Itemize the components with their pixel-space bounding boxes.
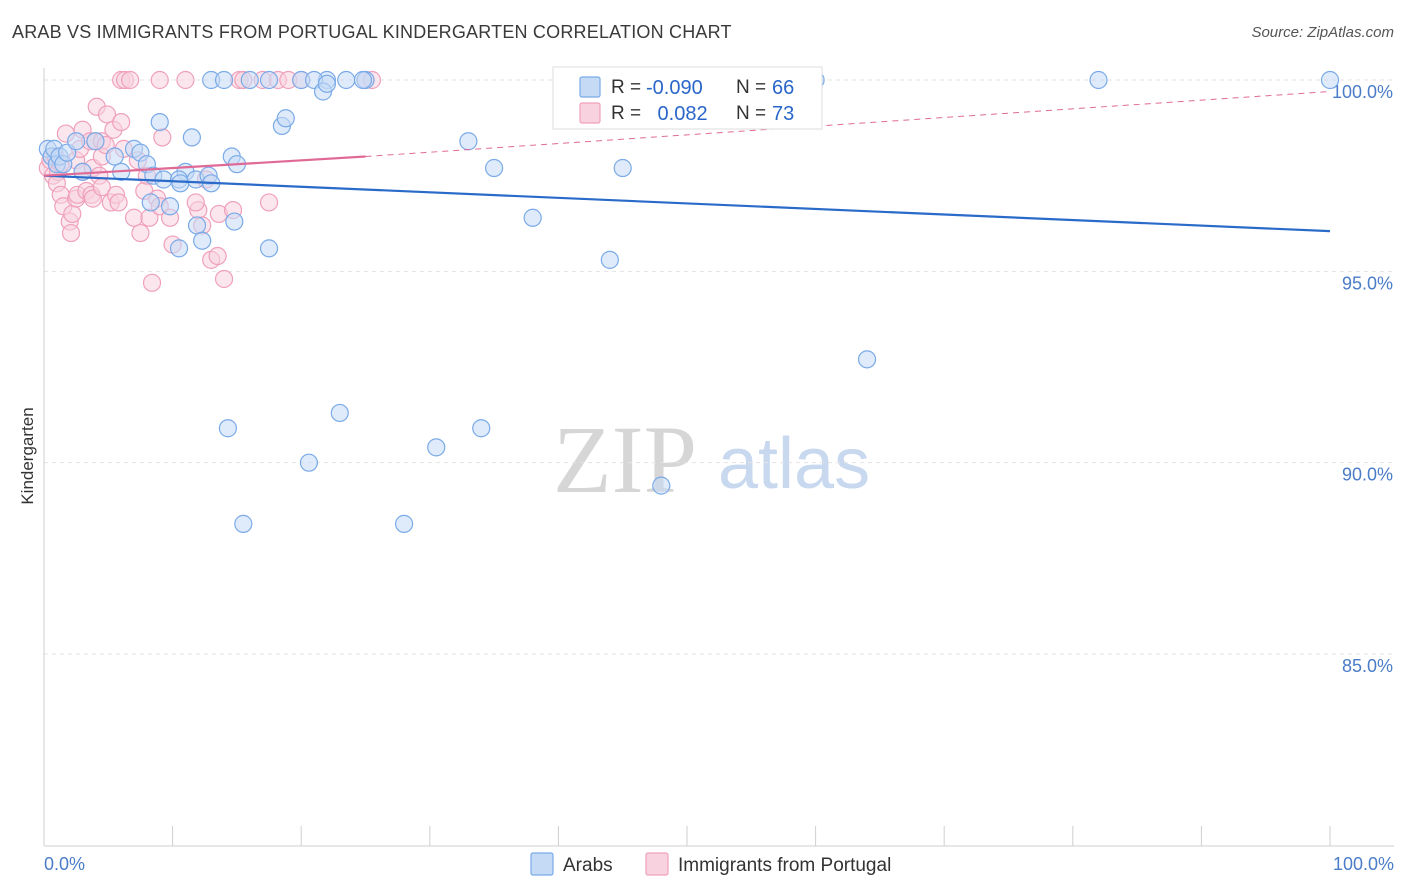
- bottom-legend-swatch-arabs: [530, 852, 554, 876]
- legend-swatch-arabs: [579, 76, 601, 98]
- legend-box: R = -0.090 N = 66 R = 0.082 N = 73: [552, 66, 823, 130]
- bottom-legend-label-portugal: Immigrants from Portugal: [678, 855, 891, 876]
- arabs-point-9: [86, 132, 105, 151]
- arabs-point-55: [472, 419, 491, 438]
- legend-r-value-portugal: 0.082: [652, 103, 708, 125]
- arabs-point-38: [276, 109, 295, 128]
- arabs-point-47: [259, 239, 279, 258]
- portugal-point-54: [176, 70, 195, 90]
- arabs-point-20: [169, 239, 189, 258]
- legend-swatch-portugal: [579, 102, 601, 124]
- legend-n-label-portugal: N =: [736, 103, 766, 124]
- arabs-point-16: [141, 193, 160, 212]
- portugal-point-51: [150, 70, 169, 90]
- source-label: Source: ZipAtlas.com: [1251, 24, 1394, 41]
- legend-n-value-arabs: 66: [772, 77, 794, 99]
- arabs-point-34: [214, 70, 234, 90]
- arabs-point-53: [427, 438, 446, 457]
- portugal-point-12: [63, 204, 82, 224]
- trend-lines: [43, 90, 1331, 233]
- arabs-point-65: [1320, 70, 1340, 90]
- portugal-point-41: [124, 208, 144, 227]
- arabs-point-43: [317, 74, 337, 93]
- y-axis-title: Kindergarten: [18, 407, 37, 504]
- legend-n-label-arabs: N =: [736, 77, 766, 98]
- arabs-point-58: [600, 250, 619, 269]
- arabs-point-49: [234, 514, 253, 533]
- legend-r-label-arabs: R =: [611, 77, 641, 98]
- arabs-point-27: [193, 231, 212, 250]
- x-tick-label-min: 0.0%: [44, 854, 85, 874]
- arabs-point-26: [187, 216, 207, 235]
- arabs-point-32: [225, 212, 244, 231]
- portugal-point-31: [97, 105, 117, 124]
- x-tick-label-max: 100.0%: [1333, 854, 1394, 874]
- portugal-point-47: [142, 273, 162, 292]
- portugal-point-35: [109, 193, 128, 212]
- arabs-point-46: [353, 70, 373, 90]
- trend-line-portugal: [43, 155, 366, 177]
- portugal-point-67: [259, 193, 279, 212]
- y-tick-label-100: 100.0%: [1332, 82, 1393, 102]
- y-tick-label-85: 85.0%: [1342, 656, 1393, 676]
- y-tick-labels: 85.0% 90.0% 95.0% 100.0%: [1332, 82, 1393, 676]
- arabs-point-36: [259, 70, 279, 90]
- arabs-point-52: [394, 514, 414, 533]
- arabs-point-63: [857, 350, 877, 369]
- arabs-point-48: [218, 419, 237, 438]
- arabs-point-54: [459, 132, 478, 151]
- arabs-point-19: [160, 197, 180, 216]
- bottom-legend-label-arabs: Arabs: [563, 855, 613, 876]
- portugal-point-60: [208, 246, 227, 266]
- portugal-point-36: [112, 112, 131, 132]
- legend-n-value-portugal: 73: [772, 103, 794, 125]
- grid-lines: [44, 79, 1394, 655]
- chart-title: ARAB VS IMMIGRANTS FROM PORTUGAL KINDERG…: [12, 22, 732, 42]
- portugal-point-43: [131, 223, 150, 243]
- bottom-legend: Arabs Immigrants from Portugal: [530, 852, 891, 876]
- arabs-point-10: [105, 147, 124, 166]
- watermark-zip: ZIP: [553, 406, 697, 513]
- watermark-atlas: atlas: [718, 424, 870, 504]
- portugal-point-11: [61, 223, 81, 243]
- arabs-point-35: [240, 70, 259, 90]
- y-tick-label-95: 95.0%: [1342, 273, 1393, 293]
- trend-line-portugal-extension: [365, 90, 1331, 158]
- arabs-point-59: [613, 158, 632, 178]
- y-tick-label-90: 90.0%: [1342, 465, 1393, 485]
- arabs-point-57: [523, 208, 542, 227]
- watermark: ZIP atlas: [553, 406, 870, 513]
- x-axis-ticks: [43, 826, 1331, 846]
- arabs-point-56: [485, 158, 504, 178]
- portugal-point-56: [186, 193, 205, 212]
- legend-r-label-portugal: R =: [611, 103, 641, 124]
- bottom-legend-swatch-portugal: [645, 852, 669, 876]
- portugal-point-40: [121, 70, 140, 90]
- arabs-point-61: [652, 476, 671, 495]
- legend-r-value-arabs: -0.090: [646, 77, 703, 99]
- portugal-point-62: [214, 269, 234, 289]
- arabs-point-24: [182, 128, 201, 147]
- arabs-point-17: [150, 112, 169, 132]
- arabs-point-7: [67, 132, 86, 151]
- arabs-point-50: [299, 453, 319, 472]
- portugal-point-50: [153, 128, 172, 147]
- arabs-point-51: [330, 403, 349, 423]
- arabs-point-64: [1089, 70, 1108, 90]
- series-arabs-points: [38, 70, 1340, 533]
- arabs-point-44: [337, 70, 356, 90]
- arabs-point-23: [171, 174, 190, 193]
- trend-line-arabs: [43, 174, 1331, 233]
